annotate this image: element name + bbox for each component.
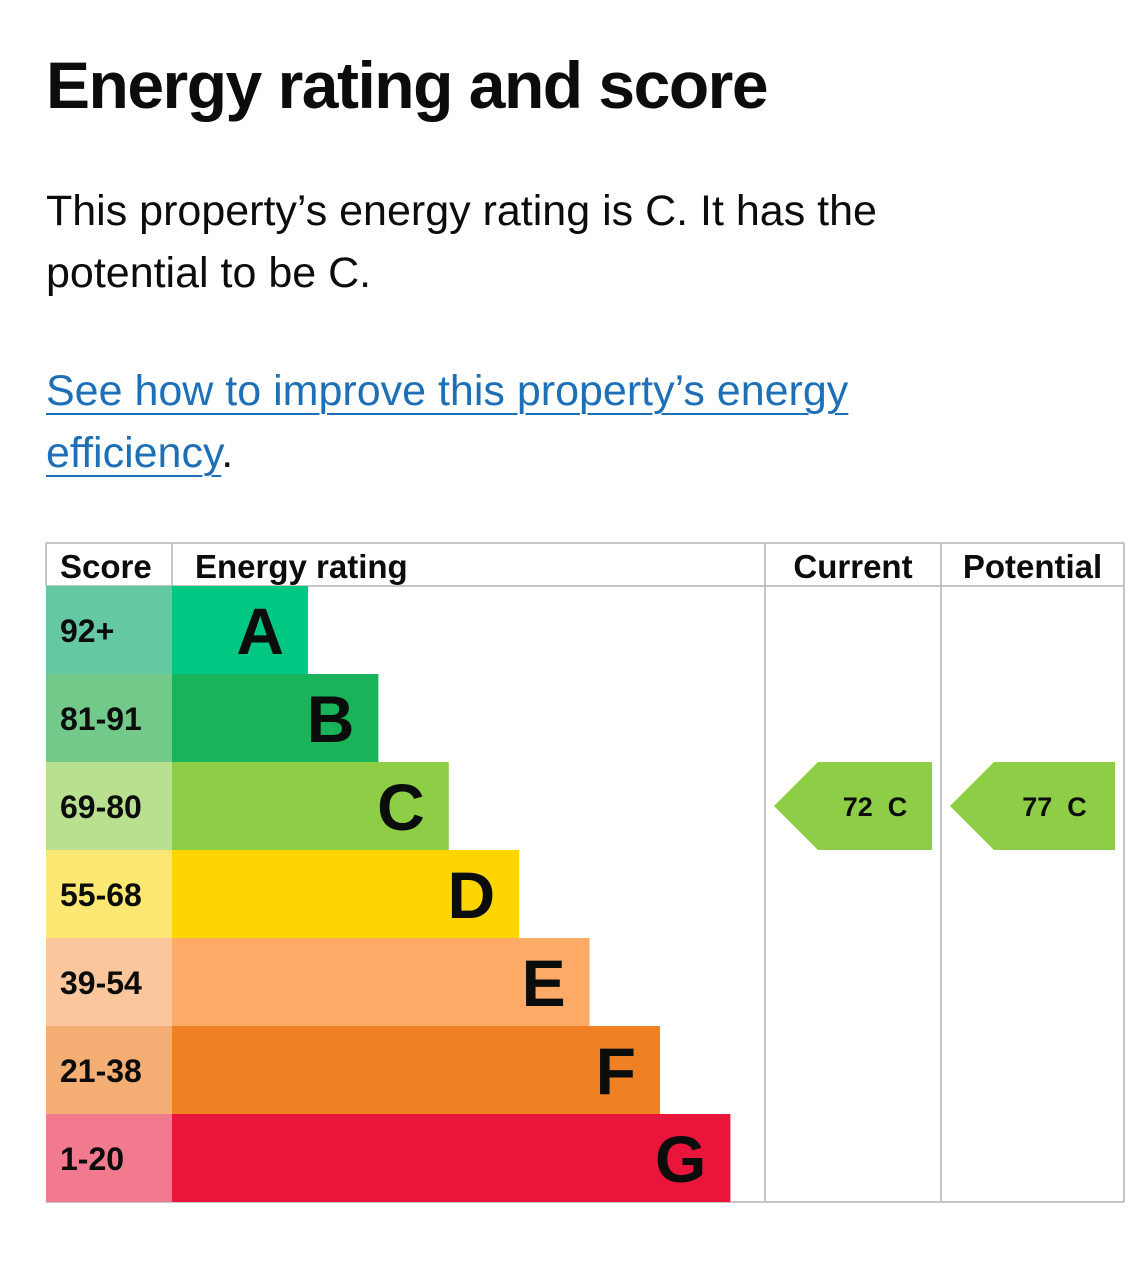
rating-bar-d bbox=[172, 850, 520, 938]
score-range-b: 81-91 bbox=[60, 701, 142, 737]
rating-letter-c: C bbox=[377, 770, 425, 844]
rating-bar-g bbox=[172, 1114, 731, 1202]
score-header: Score bbox=[60, 548, 152, 585]
score-cell-e bbox=[46, 938, 172, 1026]
score-range-g: 1-20 bbox=[60, 1141, 124, 1177]
score-cell-c bbox=[46, 762, 172, 850]
score-range-a: 92+ bbox=[60, 613, 114, 649]
rating-bar-b bbox=[172, 674, 379, 762]
score-cell-g bbox=[46, 1114, 172, 1202]
improve-link-suffix: . bbox=[221, 429, 234, 477]
rating-bar-a bbox=[172, 586, 308, 674]
score-cell-b bbox=[46, 674, 172, 762]
rating-letter-a: A bbox=[236, 594, 284, 668]
improve-paragraph: See how to improve this property’s energ… bbox=[46, 360, 1046, 484]
current-arrow bbox=[774, 762, 932, 850]
rating-letter-b: B bbox=[307, 682, 355, 756]
rating-bar-e bbox=[172, 938, 590, 1026]
page-title: Energy rating and score bbox=[46, 48, 769, 122]
improve-efficiency-link[interactable]: See how to improve this property’s energ… bbox=[46, 367, 849, 477]
score-range-d: 55-68 bbox=[60, 877, 142, 913]
rating-letter-e: E bbox=[522, 946, 566, 1020]
potential-header: Potential bbox=[963, 548, 1102, 585]
rating-letter-d: D bbox=[448, 858, 496, 932]
potential-rating-label: 77 C bbox=[1022, 792, 1087, 822]
energy-rating-header: Energy rating bbox=[195, 548, 408, 585]
score-cell-d bbox=[46, 850, 172, 938]
rating-bar-c bbox=[172, 762, 449, 850]
rating-summary: This property’s energy rating is C. It h… bbox=[46, 187, 877, 297]
score-cell-a bbox=[46, 586, 172, 674]
current-rating-label: 72 C bbox=[843, 792, 908, 822]
rating-bar-f bbox=[172, 1026, 660, 1114]
current-header: Current bbox=[793, 548, 912, 585]
rating-letter-f: F bbox=[596, 1034, 636, 1108]
score-range-f: 21-38 bbox=[60, 1053, 142, 1089]
potential-arrow bbox=[950, 762, 1115, 850]
score-range-e: 39-54 bbox=[60, 965, 142, 1001]
score-range-c: 69-80 bbox=[60, 789, 142, 825]
score-cell-f bbox=[46, 1026, 172, 1114]
rating-letter-g: G bbox=[655, 1122, 706, 1196]
